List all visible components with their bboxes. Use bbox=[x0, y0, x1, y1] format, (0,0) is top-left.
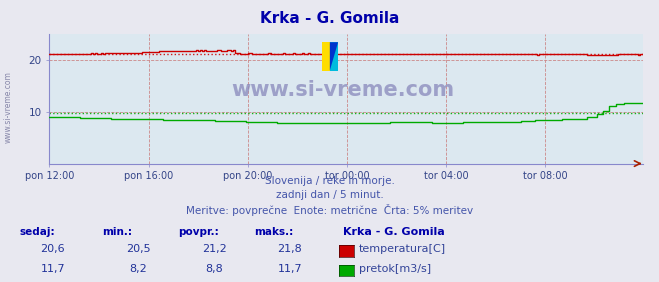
Text: Slovenija / reke in morje.: Slovenija / reke in morje. bbox=[264, 176, 395, 186]
Text: 20,6: 20,6 bbox=[40, 244, 65, 254]
Text: povpr.:: povpr.: bbox=[178, 227, 219, 237]
Text: www.si-vreme.com: www.si-vreme.com bbox=[3, 71, 13, 143]
Text: maks.:: maks.: bbox=[254, 227, 293, 237]
Text: 11,7: 11,7 bbox=[277, 264, 302, 274]
Text: sedaj:: sedaj: bbox=[20, 227, 55, 237]
Text: 20,5: 20,5 bbox=[126, 244, 151, 254]
Text: 21,8: 21,8 bbox=[277, 244, 302, 254]
Text: 8,8: 8,8 bbox=[206, 264, 223, 274]
Text: Krka - G. Gomila: Krka - G. Gomila bbox=[260, 11, 399, 26]
Polygon shape bbox=[330, 42, 338, 70]
Text: Meritve: povprečne  Enote: metrične  Črta: 5% meritev: Meritve: povprečne Enote: metrične Črta:… bbox=[186, 204, 473, 217]
Text: Krka - G. Gomila: Krka - G. Gomila bbox=[343, 227, 444, 237]
Text: pretok[m3/s]: pretok[m3/s] bbox=[359, 264, 431, 274]
Text: temperatura[C]: temperatura[C] bbox=[359, 244, 446, 254]
Text: www.si-vreme.com: www.si-vreme.com bbox=[231, 80, 454, 100]
Text: 8,2: 8,2 bbox=[130, 264, 147, 274]
Polygon shape bbox=[322, 42, 330, 70]
Text: 11,7: 11,7 bbox=[40, 264, 65, 274]
Polygon shape bbox=[330, 42, 338, 70]
Text: zadnji dan / 5 minut.: zadnji dan / 5 minut. bbox=[275, 190, 384, 200]
Text: min.:: min.: bbox=[102, 227, 132, 237]
Text: 21,2: 21,2 bbox=[202, 244, 227, 254]
